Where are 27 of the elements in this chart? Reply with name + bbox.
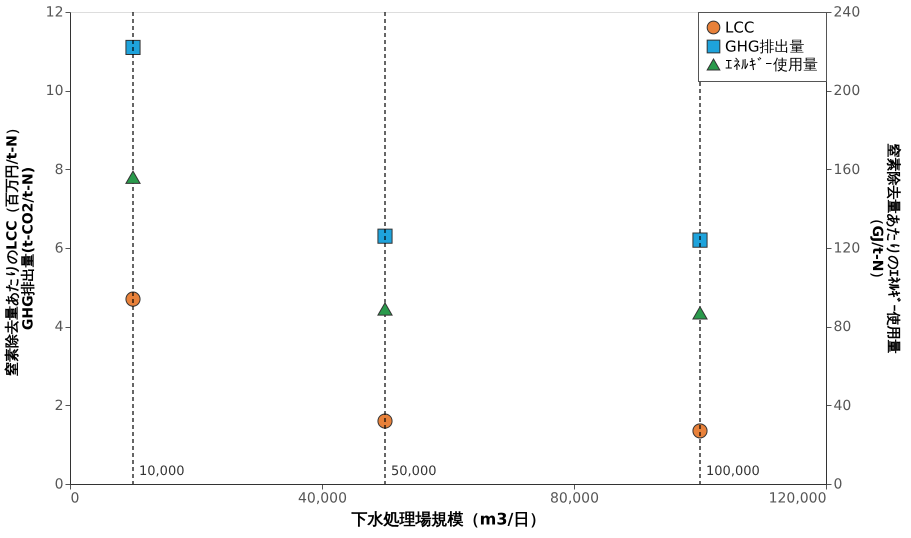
- y2-tick-label: 160: [834, 162, 860, 178]
- y2-tick-label: 40: [834, 398, 852, 414]
- y2-tick-label: 80: [834, 319, 852, 336]
- y2-axis-title: 窒素除去量あたりのｴﾈﾙｷﾞｰ使用量（GJ/t-N）: [869, 144, 902, 354]
- y-tick-label: 0: [54, 476, 64, 492]
- y2-tick-label: 0: [834, 476, 842, 492]
- legend-label: ｴﾈﾙｷﾞｰ使用量: [725, 56, 818, 74]
- x-tick-label: 80,000: [550, 490, 599, 506]
- y-tick-label: 12: [46, 4, 64, 20]
- ref-line-label: 10,000: [139, 464, 184, 479]
- legend-label: LCC: [725, 18, 754, 36]
- y-tick-label: 6: [54, 240, 64, 256]
- y2-tick-label: 120: [834, 240, 860, 256]
- y-tick-label: 2: [54, 398, 64, 414]
- y2-tick-label: 240: [834, 4, 860, 20]
- y-tick-label: 8: [54, 162, 64, 178]
- x-tick-label: 40,000: [298, 490, 347, 506]
- y2-tick-label: 200: [834, 83, 860, 100]
- x-tick-label: 0: [70, 490, 80, 506]
- ref-line-label: 100,000: [706, 464, 760, 479]
- x-axis-title: 下水処理場規模（m3/日）: [350, 510, 546, 528]
- x-tick-label: 120,000: [768, 490, 826, 506]
- y-tick-label: 4: [54, 319, 64, 336]
- y-tick-label: 10: [46, 83, 64, 100]
- legend-label: GHG排出量: [725, 38, 805, 56]
- ref-line-label: 50,000: [391, 464, 436, 479]
- y-axis-title: 窒素除去量あたりのLCC（百万円/t-N）GHG排出量(t-CO2/t-N): [4, 121, 37, 376]
